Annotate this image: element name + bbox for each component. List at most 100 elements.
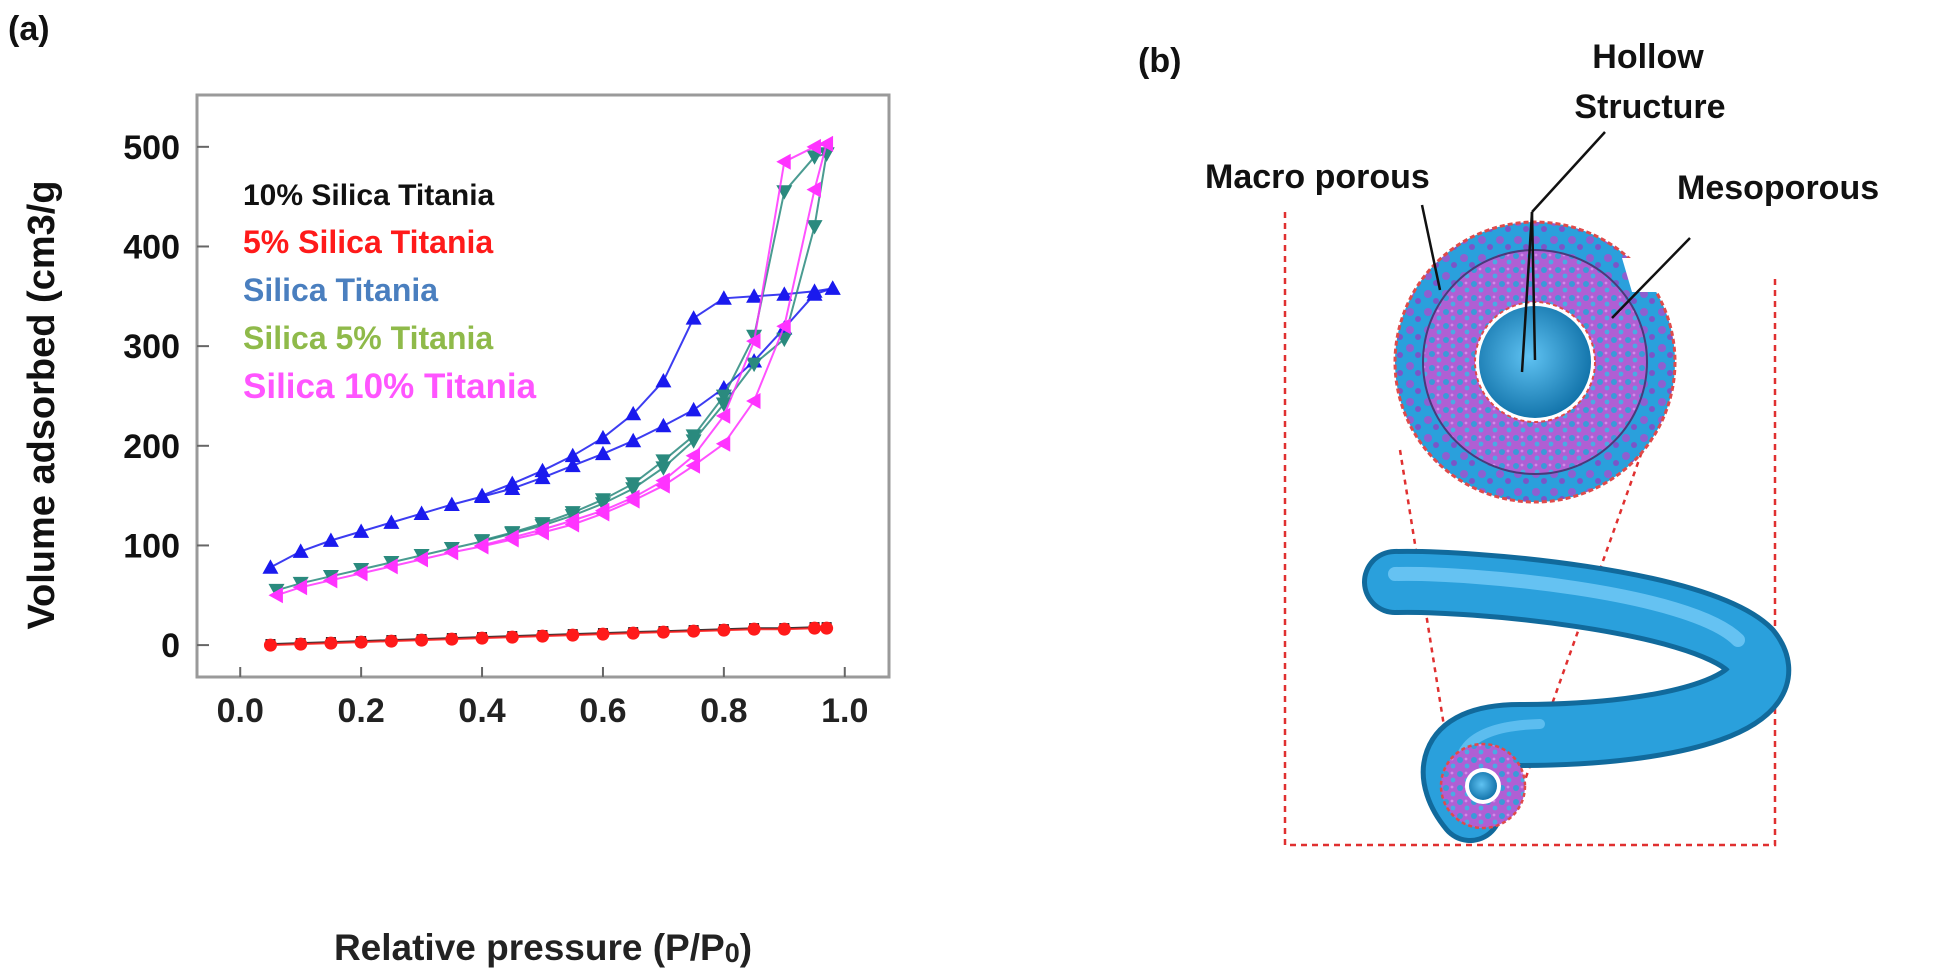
y-tick-label: 300 [123, 328, 180, 366]
callout-lines [1420, 131, 1691, 373]
data-point [504, 529, 519, 546]
data-point [776, 286, 793, 301]
data-point [685, 401, 702, 417]
x-axis-ticks: 0.0 0.2 0.4 0.6 0.8 1.0 [217, 667, 868, 730]
legend-entry-silica-10pct-titania: Silica 10% Titania [243, 367, 537, 406]
legend-entry-silica-titania: Silica Titania [243, 272, 438, 308]
data-point [564, 512, 580, 529]
y-axis-ticks: 0 100 200 300 400 500 [123, 129, 209, 665]
data-point [383, 514, 400, 529]
y-axis-label: Volume adsorbed (cm3/g [21, 180, 63, 629]
data-point [746, 357, 763, 373]
data-point [564, 457, 581, 473]
data-point [777, 622, 791, 636]
y-tick-label: 200 [123, 428, 180, 466]
data-point [818, 135, 834, 152]
x-tick-label: 0.6 [579, 692, 626, 730]
panel-b: (b) [1138, 38, 1879, 847]
x-tick-label: 0.4 [458, 692, 505, 730]
data-point [292, 579, 308, 596]
data-point [656, 625, 670, 639]
legend-entry-10pct-silica-titania: 10% Silica Titania [243, 179, 495, 212]
data-point [536, 629, 549, 643]
data-point [818, 147, 835, 162]
data-point [594, 502, 610, 519]
data-point [292, 543, 309, 558]
panel-a-label: (a) [8, 10, 50, 48]
large-cross-section [1393, 220, 1677, 504]
x-axis-label: Relative pressure (P/P0) [334, 927, 752, 968]
y-tick-label: 400 [123, 228, 180, 266]
plot-frame [195, 93, 891, 679]
data-point [474, 487, 491, 503]
data-point [776, 318, 791, 335]
data-point [806, 283, 823, 298]
data-point [324, 636, 338, 650]
data-point [806, 150, 823, 165]
data-point [384, 634, 398, 648]
data-point [746, 288, 763, 303]
data-point [383, 558, 398, 575]
legend-entry-5pct-silica-titania: 5% Silica Titania [243, 224, 493, 260]
data-point [566, 628, 580, 642]
legend-entry-silica-5pct-titania: Silica 5% Titania [243, 320, 493, 356]
data-point [685, 310, 702, 325]
data-point [268, 587, 283, 604]
data-point [655, 417, 672, 433]
series-silica-10-titania [268, 135, 834, 604]
y-tick-label: 0 [161, 627, 180, 665]
data-point [596, 627, 610, 641]
data-point [594, 493, 611, 508]
data-point [685, 447, 701, 464]
series-line [481, 142, 827, 547]
data-point [262, 559, 279, 574]
data-point [534, 462, 551, 478]
data-point [715, 435, 731, 452]
panel-b-label: (b) [1138, 42, 1181, 80]
data-point [655, 454, 672, 469]
data-point [626, 626, 640, 640]
panel-a: (a) 0.0 0.2 0.4 0.6 0.8 1.0 0100200300400500 … [8, 10, 891, 968]
data-point [445, 632, 459, 646]
data-point [413, 505, 430, 520]
label-mesoporous: Mesoporous [1677, 169, 1879, 207]
y-tick-label: 500 [123, 129, 180, 167]
data-point [776, 153, 791, 170]
data-point [715, 290, 732, 305]
data-point [294, 637, 308, 651]
data-point [806, 220, 823, 235]
series-silica-titania [262, 280, 841, 574]
data-point [655, 472, 670, 489]
data-point [443, 544, 459, 561]
x-tick-label: 0.8 [700, 692, 747, 730]
label-hollow-structure-line1: Hollow [1592, 38, 1704, 76]
data-point [594, 445, 611, 461]
small-cross-section [1439, 742, 1527, 830]
label-hollow-structure-line2: Structure [1574, 88, 1725, 126]
data-point [505, 630, 519, 644]
data-point [715, 389, 732, 404]
data-point [534, 517, 551, 532]
data-point [717, 623, 731, 637]
data-point [747, 622, 761, 636]
data-point [746, 333, 761, 350]
data-point [625, 477, 642, 492]
label-macro-porous: Macro porous [1205, 158, 1430, 196]
data-point [625, 405, 642, 421]
data-point [746, 392, 761, 409]
legend: 10% Silica Titania 5% Silica Titania Sil… [243, 179, 537, 406]
data-point [715, 407, 731, 424]
x-tick-label: 1.0 [821, 692, 868, 730]
data-point [354, 635, 368, 649]
data-point [263, 638, 277, 652]
data-point [687, 624, 701, 638]
y-tick-label: 100 [123, 527, 180, 565]
x-tick-label: 0.2 [338, 692, 385, 730]
data-point [443, 496, 460, 511]
data-point [322, 532, 339, 547]
data-point [413, 551, 428, 568]
data-point [625, 432, 642, 448]
data-point [534, 521, 549, 538]
series-5-silica-titania [263, 621, 834, 652]
data-point [475, 631, 489, 645]
